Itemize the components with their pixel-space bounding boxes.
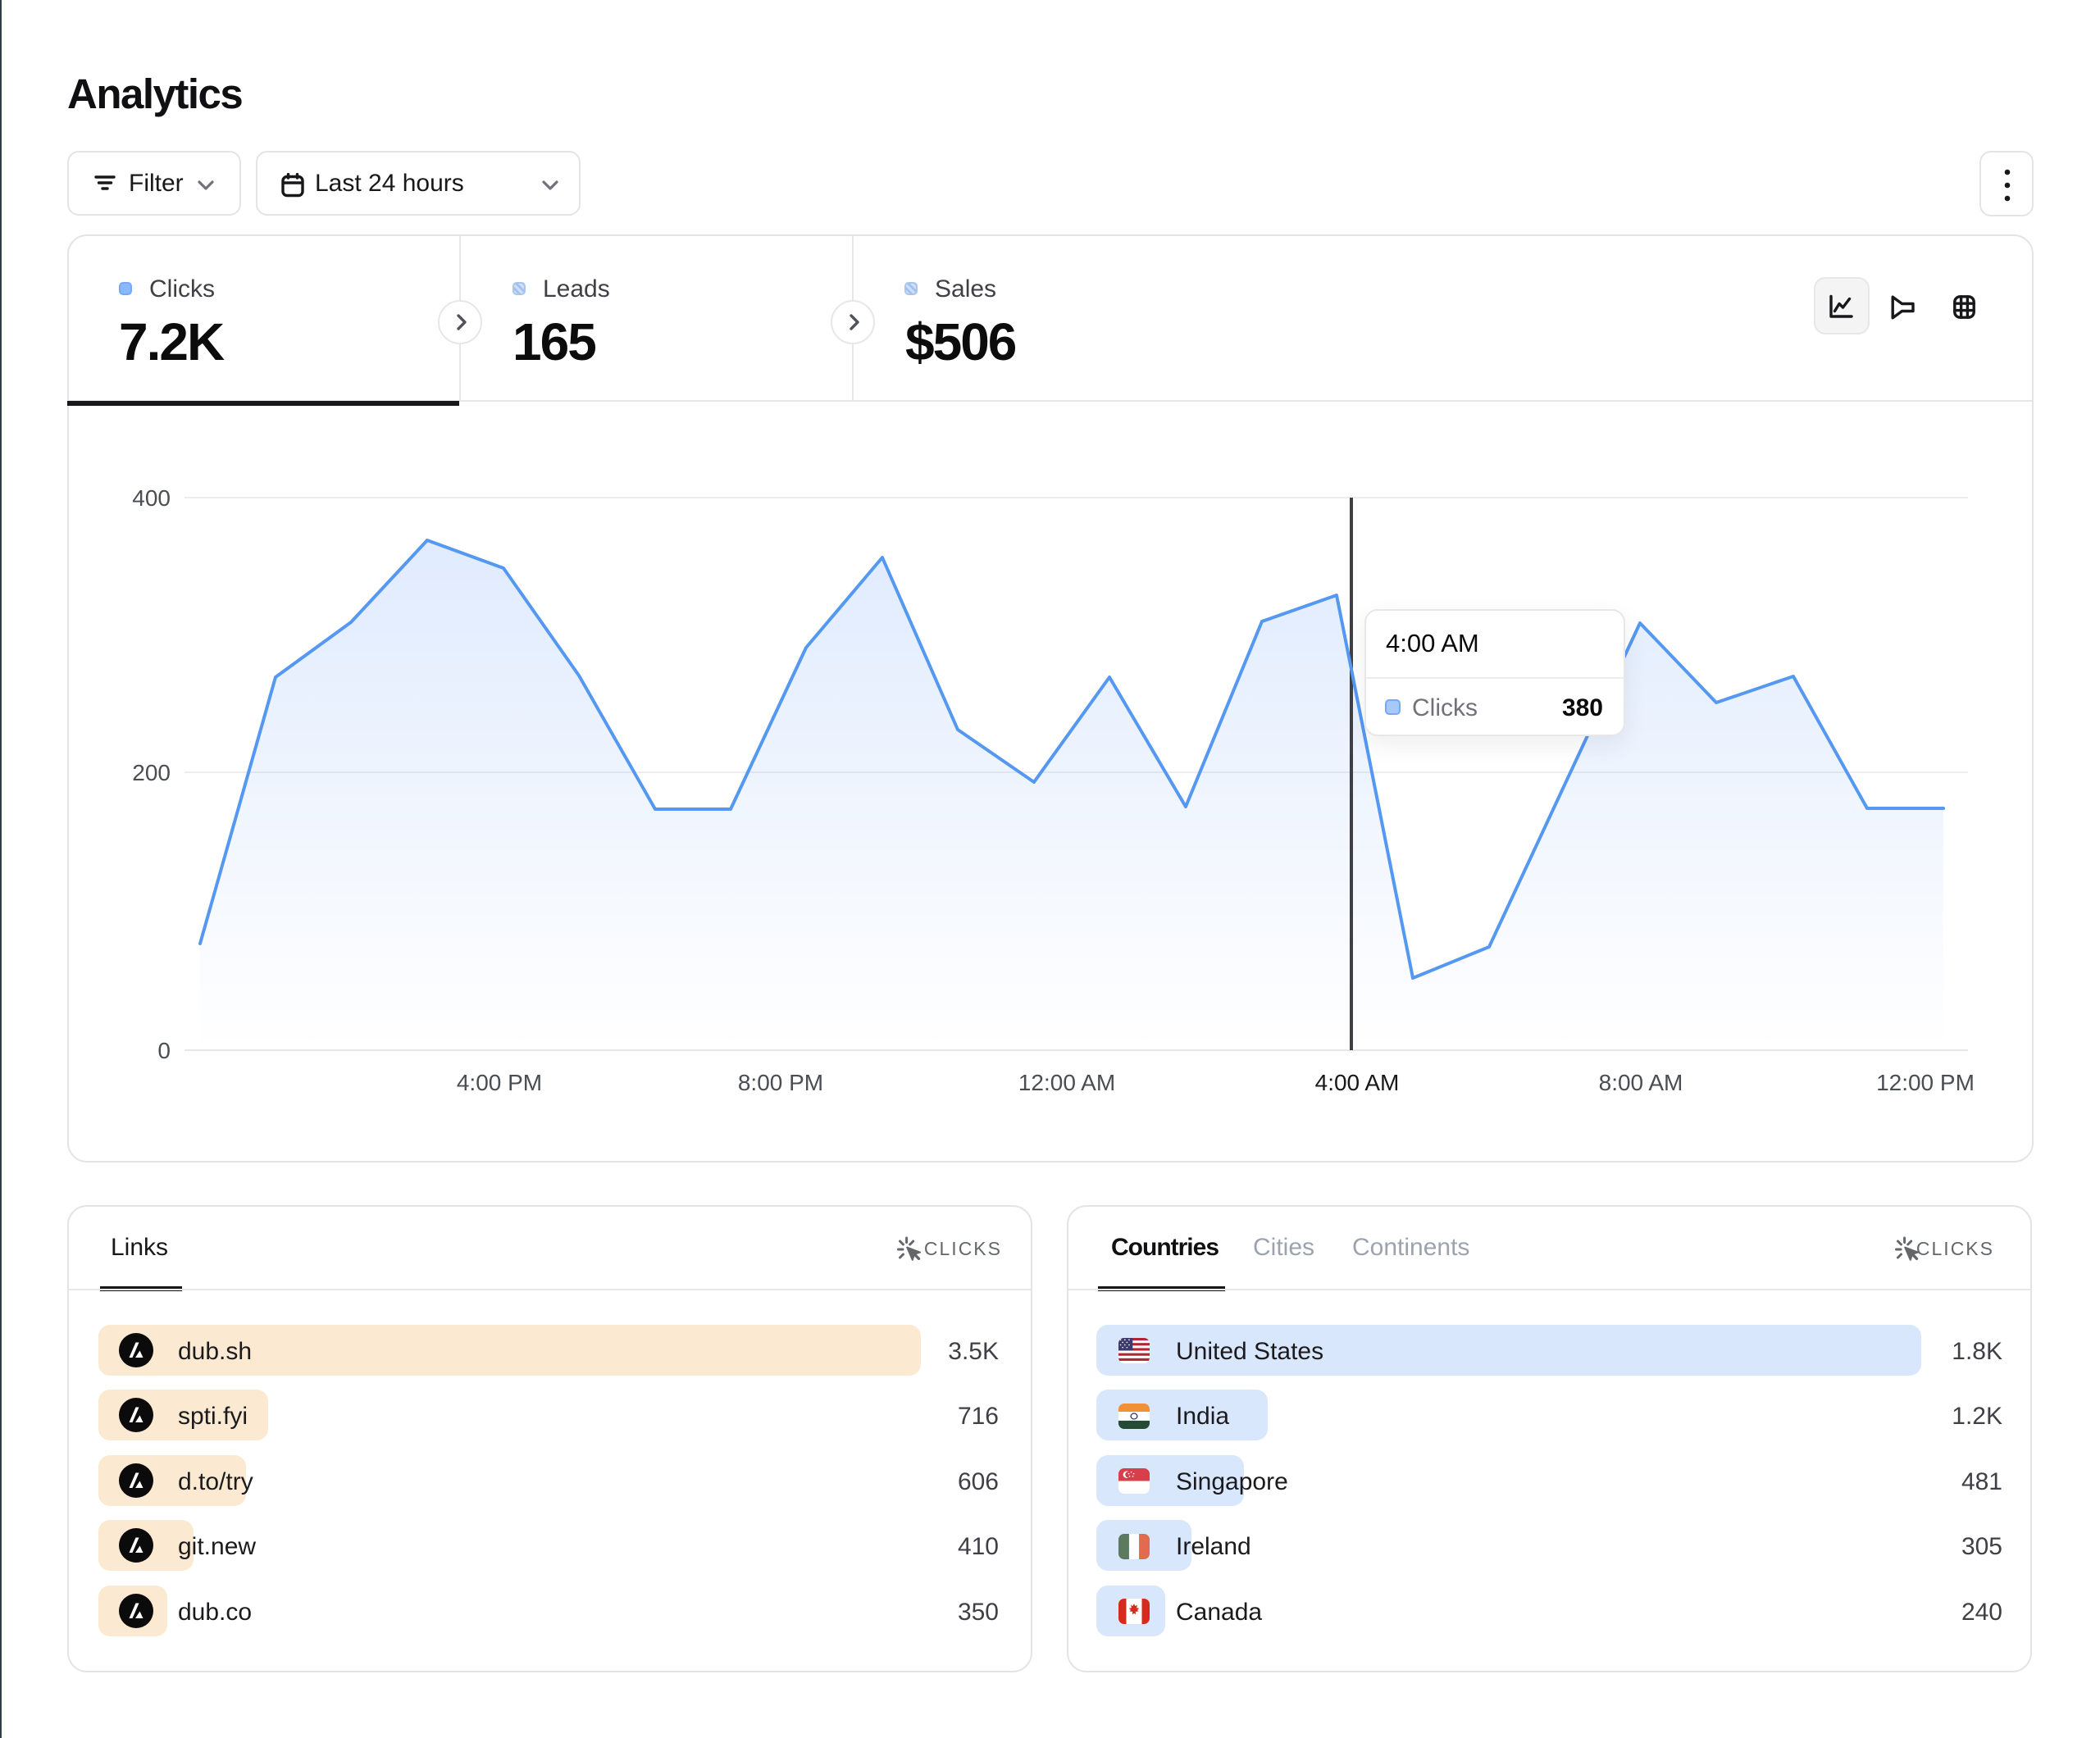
svg-text:8:00 PM: 8:00 PM [738,1070,823,1095]
svg-text:8:00 AM: 8:00 AM [1599,1070,1683,1095]
svg-text:200: 200 [132,760,171,785]
svg-text:4:00 PM: 4:00 PM [457,1070,542,1095]
svg-text:400: 400 [132,485,171,511]
svg-text:12:00 PM: 12:00 PM [1876,1070,1975,1095]
svg-text:0: 0 [157,1038,171,1063]
svg-text:4:00 AM: 4:00 AM [1315,1070,1400,1095]
svg-text:12:00 AM: 12:00 AM [1018,1070,1115,1095]
